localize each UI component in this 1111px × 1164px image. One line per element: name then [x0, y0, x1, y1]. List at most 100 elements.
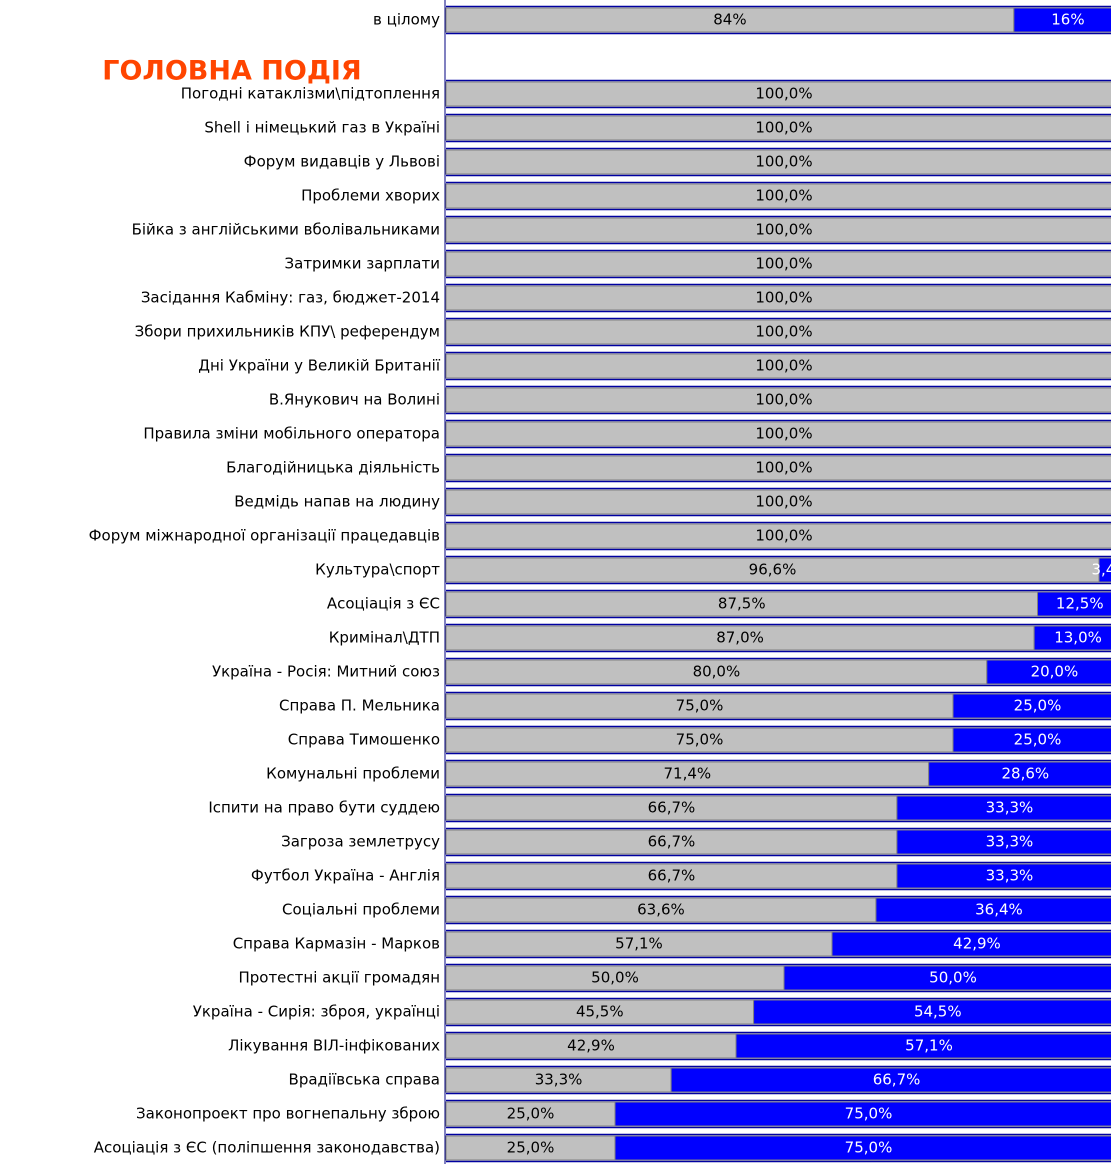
- value-label: 100,0%: [755, 459, 812, 477]
- bar-segment: [614, 1101, 1111, 1127]
- value-label: 33,3%: [986, 799, 1034, 817]
- category-label: Правила зміни мобільного оператора: [143, 425, 440, 443]
- bar-segment: [445, 795, 898, 821]
- category-label: Комунальні проблеми: [266, 765, 440, 783]
- category-label: Справа Кармазін - Марков: [233, 935, 440, 953]
- bar-segment: [445, 625, 1035, 651]
- value-label: 12,5%: [1056, 595, 1104, 613]
- category-label: Проблеми хворих: [301, 187, 440, 205]
- bar-segment: [445, 489, 1111, 515]
- bar-segment: [1037, 591, 1111, 617]
- value-label: 80,0%: [693, 663, 741, 681]
- value-label: 75,0%: [676, 731, 724, 749]
- category-label: Загроза землетрусу: [281, 833, 440, 851]
- value-label: 13,0%: [1054, 629, 1102, 647]
- value-label: 75,0%: [845, 1105, 893, 1123]
- category-label: Врадіївська справа: [289, 1071, 440, 1089]
- bar-segment: [875, 897, 1111, 923]
- value-label: 36,4%: [975, 901, 1023, 919]
- category-label: Україна - Сирія: зброя, українці: [193, 1003, 440, 1021]
- value-label: 25,0%: [507, 1105, 555, 1123]
- value-label: 25,0%: [1014, 731, 1062, 749]
- value-label: 66,7%: [873, 1071, 921, 1089]
- category-label: Затримки зарплати: [285, 255, 440, 273]
- value-label: 42,9%: [567, 1037, 615, 1055]
- bar-segment: [445, 421, 1111, 447]
- bar-segment: [445, 251, 1111, 277]
- value-label: 57,1%: [615, 935, 663, 953]
- value-label: 100,0%: [755, 221, 812, 239]
- value-label: 84%: [713, 11, 746, 29]
- bar-segment: [783, 965, 1111, 991]
- category-label: Іспити на право бути суддею: [208, 799, 440, 817]
- category-label: Благодійницька діяльність: [226, 459, 440, 477]
- bar-segment: [445, 81, 1111, 107]
- value-label: 66,7%: [648, 833, 696, 851]
- value-label: 100,0%: [755, 391, 812, 409]
- category-label: Асоціація з ЄС (поліпшення законодавства…: [94, 1139, 440, 1157]
- category-label: Дні України у Великій Британії: [198, 357, 441, 375]
- value-label: 100,0%: [755, 153, 812, 171]
- value-label: 42,9%: [953, 935, 1001, 953]
- category-label: в цілому: [373, 11, 440, 29]
- category-label: Форум міжнародної організації працедавці…: [89, 527, 440, 545]
- bar-segment: [445, 931, 833, 957]
- category-label: Ведмідь напав на людину: [234, 493, 440, 511]
- value-label: 100,0%: [755, 323, 812, 341]
- category-label: Асоціація з ЄС: [327, 595, 440, 613]
- category-label: Форум видавців у Львові: [244, 153, 440, 171]
- bar-segment: [445, 863, 898, 889]
- category-label: Справа Тимошенко: [288, 731, 440, 749]
- bar-segment: [445, 115, 1111, 141]
- category-label: Засідання Кабміну: газ, бюджет-2014: [141, 289, 440, 307]
- bar-segment: [445, 897, 877, 923]
- value-label: 25,0%: [507, 1139, 555, 1157]
- value-label: 100,0%: [755, 289, 812, 307]
- value-label: 100,0%: [755, 119, 812, 137]
- bar-segment: [445, 387, 1111, 413]
- value-label: 50,0%: [591, 969, 639, 987]
- category-label: Кримінал\ДТП: [329, 629, 440, 647]
- bar-segment: [445, 727, 954, 753]
- category-label: Справа П. Мельника: [279, 697, 440, 715]
- bar-segment: [1013, 7, 1111, 33]
- value-label: 33,3%: [986, 833, 1034, 851]
- value-label: 20,0%: [1031, 663, 1079, 681]
- bar-segment: [831, 931, 1111, 957]
- value-label: 33,3%: [535, 1071, 583, 1089]
- value-label: 100,0%: [755, 187, 812, 205]
- bar-segment: [1033, 625, 1111, 651]
- bar-segment: [445, 353, 1111, 379]
- bar-segment: [445, 183, 1111, 209]
- bar-segment: [986, 659, 1111, 685]
- bar-segment: [445, 7, 1015, 33]
- value-label: 33,3%: [986, 867, 1034, 885]
- bar-segment: [445, 965, 785, 991]
- category-label: Футбол Україна - Англія: [251, 867, 440, 885]
- bar-segment: [896, 795, 1111, 821]
- annotation: ГОЛОВНА ПОДІЯ: [102, 56, 361, 87]
- bar-segment: [445, 285, 1111, 311]
- category-label: Протестні акції громадян: [238, 969, 440, 987]
- bar-segment: [445, 523, 1111, 549]
- value-label: 100,0%: [755, 357, 812, 375]
- bar-segment: [445, 217, 1111, 243]
- category-label: Погодні катаклізми\підтоплення: [181, 85, 440, 103]
- category-label: Соціальні проблеми: [282, 901, 440, 919]
- bar-segment: [952, 693, 1111, 719]
- value-label: 66,7%: [648, 799, 696, 817]
- category-label: Законопроект про вогнепальну зброю: [136, 1105, 440, 1123]
- bar-segment: [614, 1135, 1111, 1161]
- value-label: 75,0%: [676, 697, 724, 715]
- bar-segment: [445, 455, 1111, 481]
- bar-segment: [445, 1101, 616, 1127]
- category-label: Лікування ВІЛ-інфікованих: [228, 1037, 440, 1055]
- category-label: Культура\спорт: [315, 561, 440, 579]
- value-label: 100,0%: [755, 493, 812, 511]
- bar-segment: [445, 319, 1111, 345]
- value-label: 54,5%: [914, 1003, 962, 1021]
- category-label: Україна - Росія: Митний союз: [212, 663, 440, 681]
- bar-segment: [445, 829, 898, 855]
- value-label: 50,0%: [929, 969, 977, 987]
